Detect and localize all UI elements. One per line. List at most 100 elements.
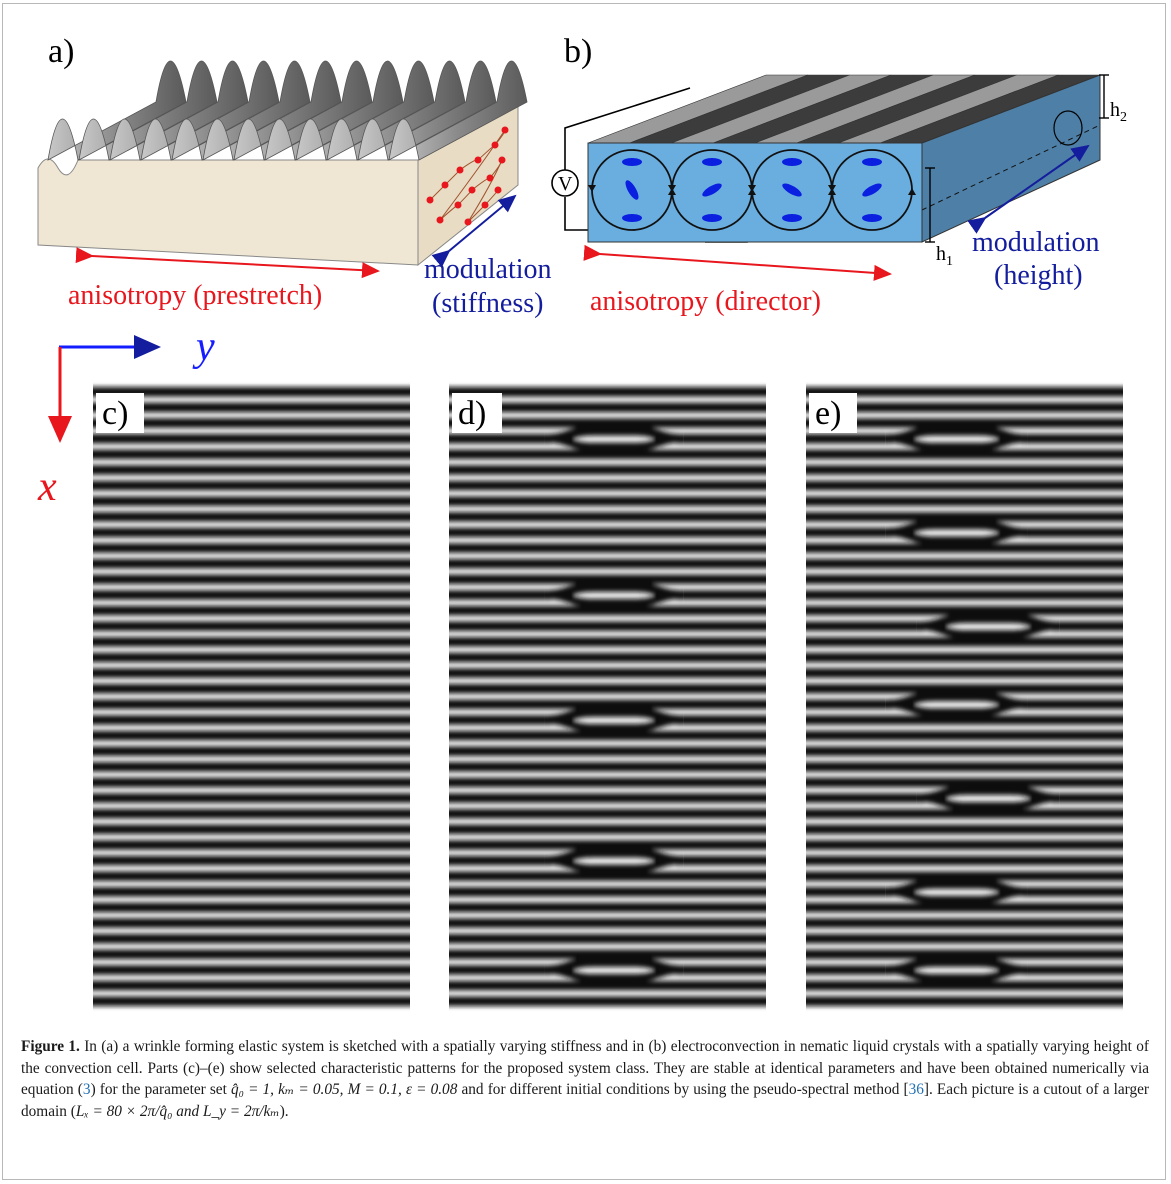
- stripe: [806, 777, 1123, 788]
- voltage-source: [551, 169, 579, 197]
- stripe: [449, 871, 766, 881]
- h2-label: h2: [1110, 99, 1127, 125]
- stripe: [93, 699, 410, 709]
- stripe: [449, 465, 766, 475]
- stripe: [449, 668, 766, 678]
- caption-ref-eq[interactable]: 3: [82, 1081, 91, 1098]
- figure-graphic: a) anisotropy (prestretch) modulation (s…: [37, 33, 1127, 1009]
- stripe: [93, 824, 410, 834]
- crosslink-dot: [426, 196, 434, 204]
- stripe: [449, 934, 766, 944]
- crosslink-dot: [494, 186, 502, 194]
- caption-domain: Lₓ = 80 × 2π/q̂₀ and L_y = 2π/kₘ: [75, 1102, 280, 1120]
- stripe: [806, 496, 1123, 506]
- director-ellipse: [702, 214, 722, 222]
- stripe: [449, 621, 766, 631]
- wrinkle-ridge: [47, 60, 187, 161]
- stripe: [806, 762, 1123, 772]
- director-ellipse: [622, 158, 642, 166]
- modulation-arrow-b: [967, 144, 1090, 234]
- stripe: [806, 512, 1123, 522]
- stripe: [93, 418, 410, 428]
- stripe: [1027, 434, 1123, 444]
- stripe: [806, 668, 1123, 678]
- defect-stripe: [544, 434, 684, 451]
- stripe: [449, 777, 766, 788]
- stripe: [806, 824, 1123, 834]
- substrate-front: [37, 158, 419, 266]
- modulation-label-b2: (height): [994, 260, 1083, 291]
- modulation-label-a1: modulation: [424, 254, 552, 285]
- stripe: [806, 746, 1123, 756]
- stripe: [449, 496, 766, 506]
- stripe: [93, 684, 410, 694]
- stripe: [93, 574, 410, 584]
- caption-ref-36[interactable]: 36: [908, 1081, 924, 1098]
- roll-arrowhead: [588, 185, 596, 192]
- stripe: [806, 855, 1123, 866]
- stripe: [93, 434, 410, 444]
- wrinkle-ridge: [233, 60, 373, 161]
- stripe: [449, 793, 766, 803]
- stripe: [449, 809, 766, 819]
- director-ellipse: [622, 214, 642, 222]
- defect-stripe: [885, 887, 1028, 904]
- anisotropy-arrow-b: [583, 244, 892, 281]
- stripe: [806, 684, 1123, 694]
- stripe: [806, 652, 1123, 663]
- stripe: [806, 387, 1123, 397]
- stripe: [93, 965, 410, 975]
- stripe: [93, 934, 410, 944]
- stripe: [683, 715, 766, 725]
- defect-stripe: [544, 716, 684, 732]
- stripe: [1027, 965, 1123, 975]
- stripe: [806, 730, 1123, 741]
- stripe: [449, 887, 766, 897]
- panel-c-letter-bg: [96, 393, 144, 433]
- stripe: [1027, 527, 1123, 538]
- stripe: [93, 777, 410, 788]
- stripe: [806, 793, 917, 803]
- crosslink-dot: [501, 126, 509, 134]
- pattern-panel-e: [806, 384, 1123, 1009]
- stripe: [449, 605, 766, 616]
- stripe: [93, 527, 410, 538]
- stripe: [93, 918, 410, 928]
- stripe: [93, 605, 410, 616]
- stripe: [449, 402, 766, 413]
- stripe: [449, 949, 766, 959]
- panel-d-letter-bg: [452, 393, 502, 433]
- stripe: [93, 949, 410, 959]
- stripe: [806, 543, 1123, 553]
- stripe: [449, 418, 766, 428]
- electrode-stripes: [587, 74, 1101, 144]
- panel-d-letter: d): [458, 395, 486, 432]
- roll-arrowhead: [668, 185, 676, 192]
- caption-params: q̂₀ = 1, kₘ = 0.05, M = 0.1, ε = 0.08: [230, 1081, 458, 1098]
- defect-stripe: [916, 794, 1060, 810]
- panel-e-letter: e): [815, 395, 841, 432]
- stripe: [1027, 887, 1123, 897]
- caption-text-4: ]. Each picture is a cutout of a larger …: [21, 1081, 1150, 1120]
- stripe: [449, 824, 766, 834]
- crosslink-dot: [436, 216, 444, 224]
- stripe: [93, 996, 410, 1006]
- crosslink-dot: [464, 218, 472, 226]
- modulation-label-b1: modulation: [972, 227, 1100, 258]
- stripe: [683, 590, 766, 600]
- stripe: [93, 793, 410, 803]
- director-ellipse: [862, 183, 882, 197]
- stripe: [806, 621, 917, 631]
- panel-b: b) V h1 h2 anisotropy (director) modulat…: [551, 33, 1127, 317]
- stripe: [806, 918, 1123, 928]
- stripe: [93, 902, 410, 913]
- crosslink-dot: [468, 186, 476, 194]
- anisotropy-label-b: anisotropy (director): [590, 286, 821, 317]
- wrinkle-ridge: [326, 60, 466, 161]
- figure-caption: Figure 1. In (a) a wrinkle forming elast…: [21, 1036, 1149, 1122]
- stripe: [449, 855, 545, 866]
- stripe: [683, 965, 766, 975]
- y-axis-label: y: [192, 324, 215, 370]
- stripe: [449, 746, 766, 756]
- modulation-arrow-a: [431, 194, 517, 268]
